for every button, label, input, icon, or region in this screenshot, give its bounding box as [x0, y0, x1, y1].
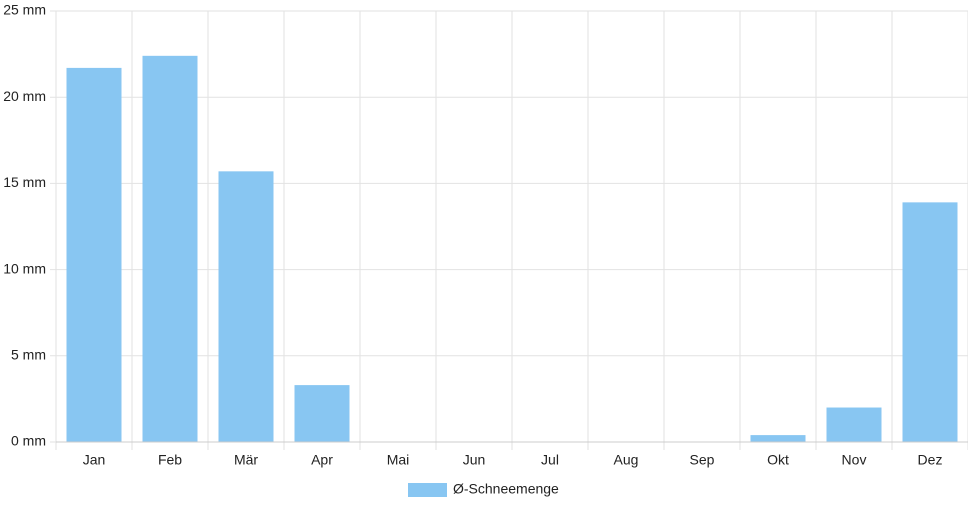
x-tick-label: Aug: [614, 452, 639, 468]
y-tick-label: 20 mm: [3, 88, 46, 104]
bar: [142, 55, 198, 442]
x-tick-label: Mai: [387, 452, 410, 468]
y-tick-label: 5 mm: [11, 347, 46, 363]
x-tick-label: Dez: [918, 452, 943, 468]
y-tick-label: 15 mm: [3, 174, 46, 190]
x-tick-label: Jun: [463, 452, 486, 468]
bar: [66, 67, 122, 442]
x-tick-label: Okt: [767, 452, 789, 468]
bar: [218, 171, 274, 442]
legend-label: Ø-Schneemenge: [453, 481, 559, 497]
bar: [826, 407, 882, 442]
bar: [902, 202, 958, 442]
x-tick-label: Jan: [83, 452, 106, 468]
y-tick-label: 0 mm: [11, 433, 46, 449]
x-tick-label: Jul: [541, 452, 559, 468]
y-tick-label: 25 mm: [3, 2, 46, 18]
x-tick-label: Mär: [234, 452, 258, 468]
x-tick-label: Apr: [311, 452, 333, 468]
y-tick-label: 10 mm: [3, 260, 46, 276]
bar: [750, 435, 806, 442]
bar: [294, 385, 350, 442]
x-tick-label: Nov: [842, 452, 867, 468]
legend-swatch: [408, 483, 447, 497]
x-tick-label: Sep: [690, 452, 715, 468]
x-tick-label: Feb: [158, 452, 182, 468]
